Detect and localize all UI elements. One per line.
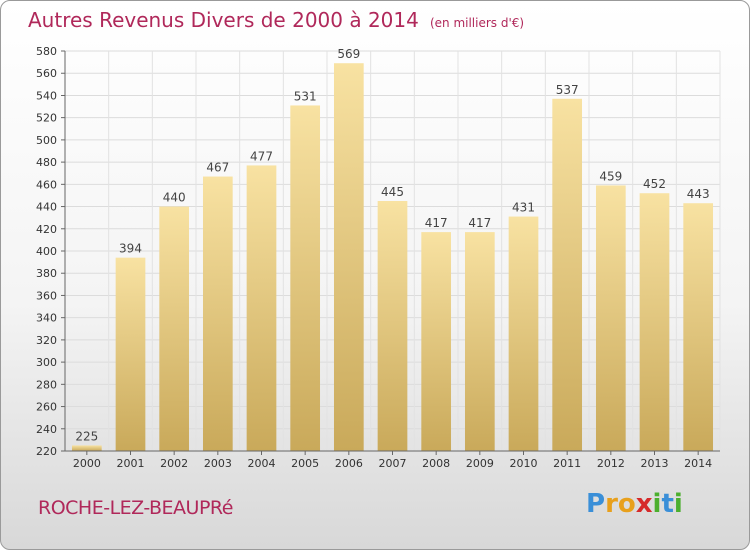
- bar: [290, 105, 321, 451]
- bar: [595, 185, 626, 451]
- y-tick-label: 580: [36, 45, 57, 58]
- x-tick-label: 2003: [204, 457, 232, 470]
- x-tick-label: 2014: [684, 457, 712, 470]
- bar: [377, 201, 408, 451]
- y-tick-label: 520: [36, 112, 57, 125]
- x-tick-label: 2008: [422, 457, 450, 470]
- logo-letter: i: [652, 489, 662, 519]
- bar: [333, 63, 364, 451]
- logo-letter: x: [635, 489, 653, 519]
- y-tick-label: 360: [36, 289, 57, 302]
- y-tick-label: 260: [36, 401, 57, 414]
- y-tick-label: 500: [36, 134, 57, 147]
- bar-value-label: 477: [250, 149, 273, 163]
- bar-value-label: 417: [425, 216, 448, 230]
- x-tick-label: 2011: [553, 457, 581, 470]
- proxiti-logo: Proxiti: [586, 489, 683, 519]
- bar-value-label: 443: [687, 187, 710, 201]
- y-tick-label: 300: [36, 356, 57, 369]
- chart-title: Autres Revenus Divers de 2000 à 2014: [28, 8, 419, 32]
- bar: [115, 257, 146, 451]
- bar: [552, 98, 583, 452]
- x-tick-label: 2001: [117, 457, 145, 470]
- logo-letter: o: [617, 489, 636, 519]
- chart-unit: (en milliers d'€): [429, 16, 525, 30]
- bar: [639, 193, 670, 451]
- bar: [683, 203, 714, 451]
- logo-letter: i: [673, 489, 683, 519]
- bar-value-label: 394: [119, 242, 142, 256]
- x-tick-label: 2002: [160, 457, 188, 470]
- bar: [508, 216, 539, 451]
- bar: [246, 165, 277, 451]
- bar: [421, 232, 452, 451]
- bar-value-label: 431: [512, 201, 535, 215]
- x-tick-label: 2000: [73, 457, 101, 470]
- y-tick-label: 320: [36, 334, 57, 347]
- logo-letter: r: [605, 489, 618, 519]
- y-tick-label: 480: [36, 156, 57, 169]
- y-tick-label: 220: [36, 445, 57, 458]
- y-tick-label: 440: [36, 201, 57, 214]
- bar-value-label: 531: [294, 89, 317, 103]
- x-tick-label: 2012: [597, 457, 625, 470]
- x-tick-label: 2010: [510, 457, 538, 470]
- y-tick-label: 560: [36, 67, 57, 80]
- x-tick-label: 2009: [466, 457, 494, 470]
- x-tick-label: 2004: [248, 457, 276, 470]
- bar-value-label: 417: [468, 216, 491, 230]
- bar-value-label: 537: [556, 83, 579, 97]
- bar-value-label: 569: [337, 47, 360, 61]
- chart-title-group: Autres Revenus Divers de 2000 à 2014 (en…: [28, 8, 524, 32]
- y-tick-label: 460: [36, 178, 57, 191]
- bar: [159, 206, 190, 451]
- x-tick-label: 2013: [641, 457, 669, 470]
- y-tick-label: 540: [36, 89, 57, 102]
- place-name: ROCHE-LEZ-BEAUPRé: [38, 497, 233, 519]
- y-tick-label: 400: [36, 245, 57, 258]
- y-tick-label: 280: [36, 378, 57, 391]
- y-tick-label: 240: [36, 423, 57, 436]
- bar: [202, 176, 233, 452]
- logo-letter: t: [661, 489, 674, 519]
- bar: [71, 445, 102, 451]
- y-tick-label: 340: [36, 312, 57, 325]
- bar-value-label: 440: [163, 191, 186, 205]
- x-tick-label: 2005: [291, 457, 319, 470]
- bar-value-label: 445: [381, 185, 404, 199]
- x-tick-label: 2006: [335, 457, 363, 470]
- bar-value-label: 467: [206, 161, 229, 175]
- y-tick-label: 380: [36, 267, 57, 280]
- bar-value-label: 452: [643, 177, 666, 191]
- bar-value-label: 459: [599, 169, 622, 183]
- logo-letter: P: [586, 489, 606, 519]
- bar-value-label: 225: [75, 429, 98, 443]
- x-tick-label: 2007: [379, 457, 407, 470]
- y-tick-label: 420: [36, 223, 57, 236]
- bar: [464, 232, 495, 451]
